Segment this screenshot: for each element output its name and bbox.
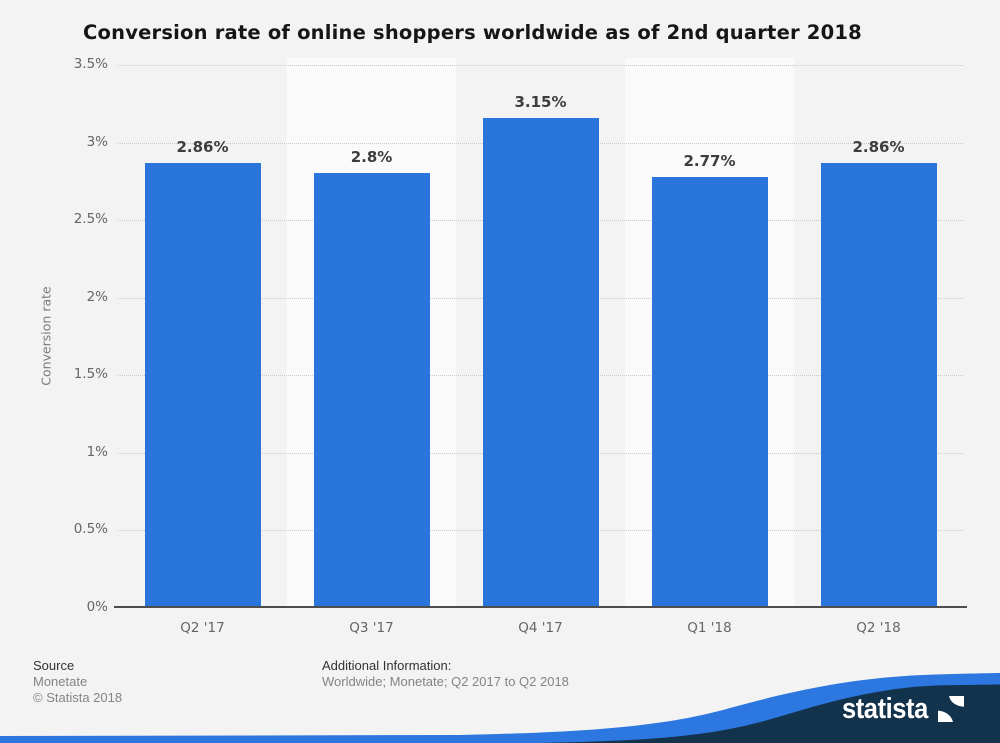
statista-logo-text: statista: [842, 693, 928, 725]
y-tick-label: 1%: [86, 443, 108, 460]
x-axis-label: Q4 '17: [518, 620, 563, 636]
bar-value-label: 2.8%: [350, 147, 393, 166]
bar: [144, 163, 261, 607]
source-label: Source: [33, 658, 75, 673]
y-tick-label: 3%: [86, 133, 108, 150]
bar-value-label: 2.86%: [176, 138, 229, 157]
statista-logo: statista: [842, 694, 964, 724]
bar: [313, 172, 430, 607]
x-axis-label: Q2 '18: [856, 620, 901, 636]
bottom-wave-decoration: [0, 673, 1000, 743]
y-tick-label: 3.5%: [73, 56, 108, 72]
chart-title: Conversion rate of online shoppers world…: [83, 21, 862, 44]
gridline: [118, 65, 963, 66]
additional-info-value: Worldwide; Monetate; Q2 2017 to Q2 2018: [322, 674, 569, 689]
source-value: Monetate: [33, 674, 88, 689]
y-tick-label: 0%: [86, 599, 108, 615]
y-axis-tick-labels: 0% 0.5% 1% 1.5% 2% 2.5% 3% 3.5%: [0, 56, 108, 618]
source-block: Source Monetate © Statista 2018: [33, 658, 122, 706]
copyright-text: © Statista 2018: [33, 690, 123, 705]
y-tick-label: 0.5%: [73, 521, 108, 538]
x-axis-labels: Q2 '17 Q3 '17 Q4 '17 Q1 '18 Q2 '18: [118, 620, 963, 640]
x-axis-line: [114, 606, 967, 608]
y-tick-label: 2.5%: [73, 211, 108, 228]
bar: [482, 118, 599, 607]
y-tick-label: 2%: [86, 288, 108, 305]
x-axis-label: Q1 '18: [687, 620, 732, 636]
additional-info-block: Additional Information: Worldwide; Monet…: [322, 658, 569, 690]
plot-area: 2.86% 2.8% 3.15% 2.77% 2.86%: [114, 58, 967, 608]
bar-value-label: 2.86%: [852, 138, 905, 157]
x-axis-label: Q3 '17: [349, 620, 394, 636]
x-axis-label: Q2 '17: [180, 620, 225, 636]
bar-value-label: 2.77%: [683, 152, 736, 171]
y-tick-label: 1.5%: [73, 366, 108, 383]
statista-logo-icon: [937, 696, 964, 722]
bar-value-label: 3.15%: [514, 93, 567, 112]
wave-navy-area: [540, 684, 1000, 743]
bar: [820, 163, 937, 607]
additional-info-label: Additional Information:: [322, 658, 452, 673]
bar: [651, 177, 768, 607]
